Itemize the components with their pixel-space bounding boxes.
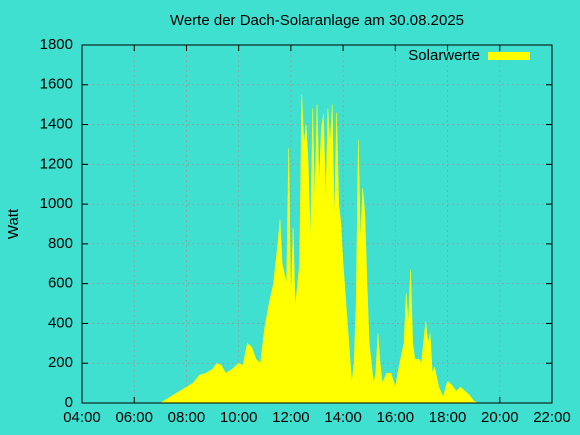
y-tick-label: 1800: [40, 36, 73, 53]
y-tick-label: 400: [48, 314, 73, 331]
x-tick-label: 18:00: [429, 409, 467, 426]
x-tick-label: 10:00: [220, 409, 258, 426]
x-tick-label: 20:00: [481, 409, 519, 426]
y-tick-label: 1200: [40, 155, 73, 172]
x-tick-label: 14:00: [324, 409, 362, 426]
x-tick-label: 08:00: [168, 409, 206, 426]
y-tick-label: 600: [48, 275, 73, 292]
y-tick-label: 1000: [40, 195, 73, 212]
chart-title: Werte der Dach-Solaranlage am 30.08.2025: [170, 12, 464, 29]
x-tick-label: 06:00: [115, 409, 153, 426]
plot-border: [81, 44, 553, 404]
y-tick-label: 200: [48, 354, 73, 371]
legend-label: Solarwerte: [408, 47, 480, 64]
legend-swatch: [488, 52, 530, 60]
y-axis-label: Watt: [5, 208, 22, 239]
x-tick-label: 22:00: [533, 409, 571, 426]
y-tick-label: 1600: [40, 76, 73, 93]
y-tick-label: 0: [65, 394, 73, 411]
x-tick-label: 12:00: [272, 409, 310, 426]
y-tick-label: 800: [48, 235, 73, 252]
y-tick-label: 1400: [40, 116, 73, 133]
x-tick-label: 04:00: [63, 409, 101, 426]
x-tick-label: 16:00: [377, 409, 415, 426]
area: [159, 94, 479, 404]
